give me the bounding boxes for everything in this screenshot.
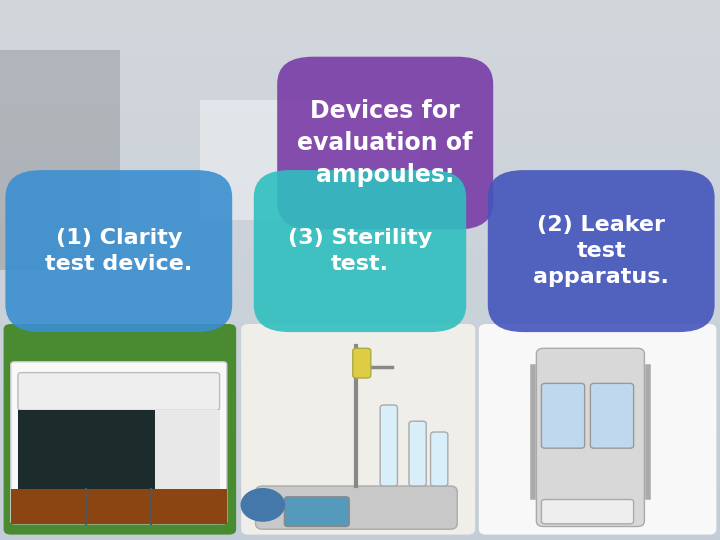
Text: (3) Sterility
test.: (3) Sterility test.	[288, 228, 432, 274]
FancyBboxPatch shape	[541, 383, 585, 448]
FancyBboxPatch shape	[4, 324, 236, 535]
FancyBboxPatch shape	[18, 373, 220, 410]
FancyBboxPatch shape	[431, 432, 448, 486]
FancyBboxPatch shape	[256, 486, 457, 529]
Text: (1) Clarity
test device.: (1) Clarity test device.	[45, 228, 192, 274]
Text: Devices for
evaluation of
ampoules:: Devices for evaluation of ampoules:	[297, 99, 473, 187]
Circle shape	[241, 489, 284, 521]
FancyBboxPatch shape	[479, 324, 716, 535]
FancyBboxPatch shape	[380, 405, 397, 486]
FancyBboxPatch shape	[277, 57, 493, 230]
FancyBboxPatch shape	[541, 500, 634, 524]
FancyBboxPatch shape	[155, 410, 220, 489]
FancyBboxPatch shape	[241, 324, 475, 535]
FancyBboxPatch shape	[11, 362, 227, 524]
FancyBboxPatch shape	[353, 348, 371, 378]
FancyBboxPatch shape	[536, 348, 644, 526]
FancyBboxPatch shape	[11, 489, 227, 524]
FancyBboxPatch shape	[409, 421, 426, 486]
FancyBboxPatch shape	[488, 170, 714, 332]
FancyBboxPatch shape	[6, 170, 232, 332]
FancyBboxPatch shape	[254, 170, 467, 332]
FancyBboxPatch shape	[18, 410, 155, 489]
FancyBboxPatch shape	[590, 383, 634, 448]
Text: (2) Leaker
test
apparatus.: (2) Leaker test apparatus.	[534, 215, 669, 287]
FancyBboxPatch shape	[284, 497, 349, 526]
